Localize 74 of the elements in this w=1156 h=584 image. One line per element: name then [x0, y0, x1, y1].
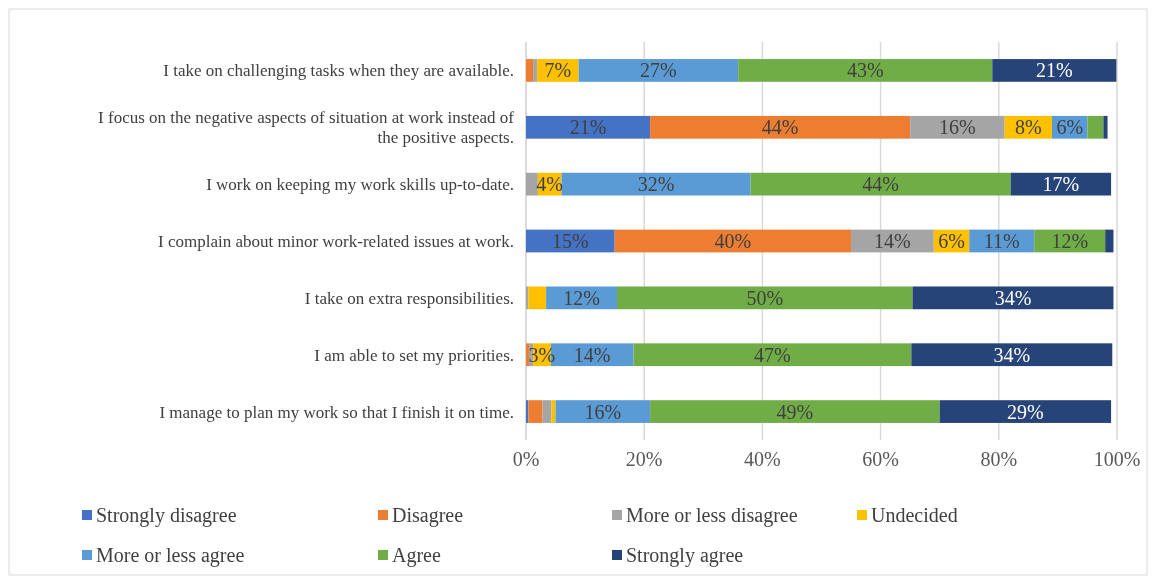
bar [939, 400, 1112, 423]
x-tick-label: 0% [512, 448, 540, 470]
y-tick-label: I work on keeping my work skills up-to-date. [206, 175, 514, 195]
data-label: 27% [640, 59, 677, 82]
bar [1103, 115, 1108, 139]
bar [551, 400, 556, 423]
data-label: 21% [1036, 59, 1073, 82]
data-label: 8% [1015, 116, 1042, 139]
x-tick-label: 80% [980, 448, 1018, 470]
legend-label: Undecided [871, 504, 958, 526]
x-tick-label: 40% [744, 448, 781, 470]
bar [526, 59, 534, 82]
x-tick-label: 60% [862, 448, 899, 470]
data-label: 6% [938, 230, 965, 252]
x-tick-label: 20% [625, 448, 663, 470]
data-label: 7% [544, 59, 572, 82]
data-label: 17% [1042, 173, 1080, 196]
data-label: 6% [1056, 116, 1084, 139]
y-tick-label: I manage to plan my work so that I finish it on time. [159, 402, 514, 422]
data-label: 44% [862, 173, 899, 196]
data-label: 49% [776, 400, 814, 423]
bar [738, 59, 993, 82]
data-label: 50% [746, 286, 784, 309]
data-label: 16% [584, 400, 622, 423]
data-label: 11% [983, 230, 1020, 252]
data-label: 44% [761, 116, 799, 139]
y-tick-label: I am able to set my priorities. [314, 345, 514, 365]
bar [528, 400, 543, 423]
bar [526, 343, 529, 367]
bar [533, 59, 538, 82]
bar [912, 286, 1114, 310]
legend-label: More or less agree [96, 544, 245, 567]
data-label: 32% [637, 173, 675, 196]
legend-label: Agree [392, 544, 441, 567]
data-label: 16% [939, 116, 976, 139]
legend-label: Strongly agree [626, 544, 744, 567]
bar [528, 286, 547, 310]
legend-label: Disagree [392, 504, 464, 527]
data-label: 34% [994, 286, 1032, 309]
x-tick-label: 100% [1093, 448, 1141, 470]
bar [578, 59, 739, 82]
y-tick-label: I focus on the negative aspects of situation at work instead of the positive aspects. [98, 108, 515, 148]
bar [992, 59, 1117, 82]
bar [911, 343, 1113, 367]
y-tick-label: I complain about minor work-related issues at work. [158, 231, 514, 251]
bar [526, 172, 538, 196]
data-label: 47% [754, 343, 791, 366]
data-label: 21% [569, 116, 607, 139]
bar [910, 115, 1005, 139]
data-label: 12% [1051, 230, 1089, 252]
bar [750, 172, 1011, 196]
bar [633, 343, 912, 367]
data-label: 43% [846, 59, 884, 82]
bar [542, 400, 552, 423]
bar [561, 172, 751, 196]
bar [650, 400, 940, 423]
bar [617, 286, 913, 310]
legend-label: More or less disagree [626, 504, 798, 527]
data-label: 14% [874, 230, 911, 252]
y-tick-label: I take on challenging tasks when they are available. [163, 61, 514, 81]
data-label: 14% [573, 343, 611, 366]
bar [614, 229, 852, 253]
data-label: 34% [993, 343, 1031, 366]
data-label: 29% [1007, 400, 1044, 423]
bar [650, 115, 911, 139]
bar [1105, 229, 1114, 253]
y-tick-label: I take on extra responsibilities. [304, 288, 514, 308]
bar [1087, 115, 1104, 139]
legend-label: Strongly disagree [96, 504, 237, 527]
data-label: 12% [563, 286, 600, 309]
bar [1010, 172, 1112, 196]
bar [526, 115, 651, 139]
data-label: 40% [714, 230, 752, 252]
data-label: 15% [551, 230, 589, 252]
